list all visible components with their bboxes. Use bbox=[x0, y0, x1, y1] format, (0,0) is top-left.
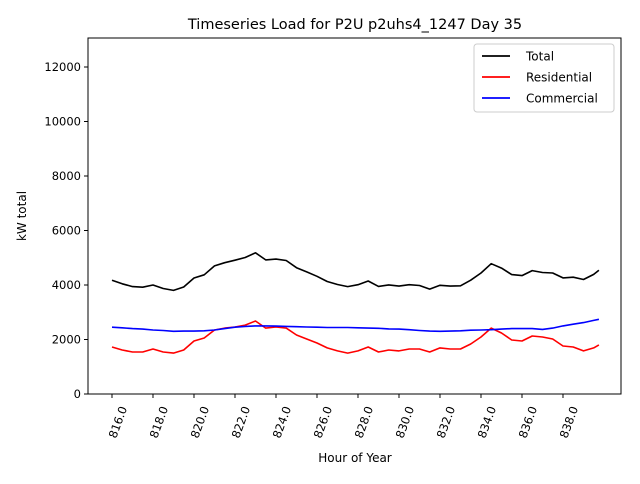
legend-label: Residential bbox=[526, 71, 592, 85]
y-tick-label: 6000 bbox=[52, 223, 81, 237]
legend: Total Residential Commercial bbox=[473, 43, 615, 113]
x-tick-label: 820.0 bbox=[188, 404, 212, 440]
x-axis: 816.0 818.0 820.0 822.0 824.0 826.0 828.0 830.0… bbox=[106, 394, 581, 440]
x-axis-label: Hour of Year bbox=[318, 451, 392, 465]
y-tick-label: 0 bbox=[74, 387, 81, 401]
legend-box bbox=[473, 43, 615, 113]
x-tick-label: 830.0 bbox=[393, 404, 417, 440]
x-tick-label: 828.0 bbox=[352, 404, 376, 440]
y-axis-label: kW total bbox=[15, 191, 29, 241]
chart-title: Timeseries Load for P2U p2uhs4_1247 Day … bbox=[187, 17, 522, 33]
y-axis: 0 2000 4000 6000 8000 10000 12000 bbox=[44, 60, 88, 401]
x-tick-label: 824.0 bbox=[270, 404, 294, 440]
y-tick-label: 10000 bbox=[44, 114, 81, 128]
series-line-total bbox=[111, 252, 600, 292]
x-tick-label: 836.0 bbox=[516, 404, 540, 440]
y-tick-label: 2000 bbox=[52, 332, 81, 346]
x-tick-label: 818.0 bbox=[147, 404, 171, 440]
legend-label: Total bbox=[525, 50, 554, 64]
y-tick-label: 12000 bbox=[44, 60, 81, 74]
series-lines bbox=[111, 252, 600, 354]
x-tick-label: 838.0 bbox=[557, 404, 581, 440]
series-line-residential bbox=[111, 320, 600, 354]
x-tick-label: 822.0 bbox=[229, 404, 253, 440]
y-tick-label: 4000 bbox=[52, 278, 81, 292]
legend-label: Commercial bbox=[526, 92, 598, 106]
y-tick-label: 8000 bbox=[52, 169, 81, 183]
x-tick-label: 816.0 bbox=[106, 404, 130, 440]
x-tick-label: 832.0 bbox=[434, 404, 458, 440]
plot-frame bbox=[87, 37, 622, 395]
x-tick-label: 834.0 bbox=[475, 404, 499, 440]
x-tick-label: 826.0 bbox=[311, 404, 335, 440]
series-line-commercial bbox=[111, 318, 600, 333]
